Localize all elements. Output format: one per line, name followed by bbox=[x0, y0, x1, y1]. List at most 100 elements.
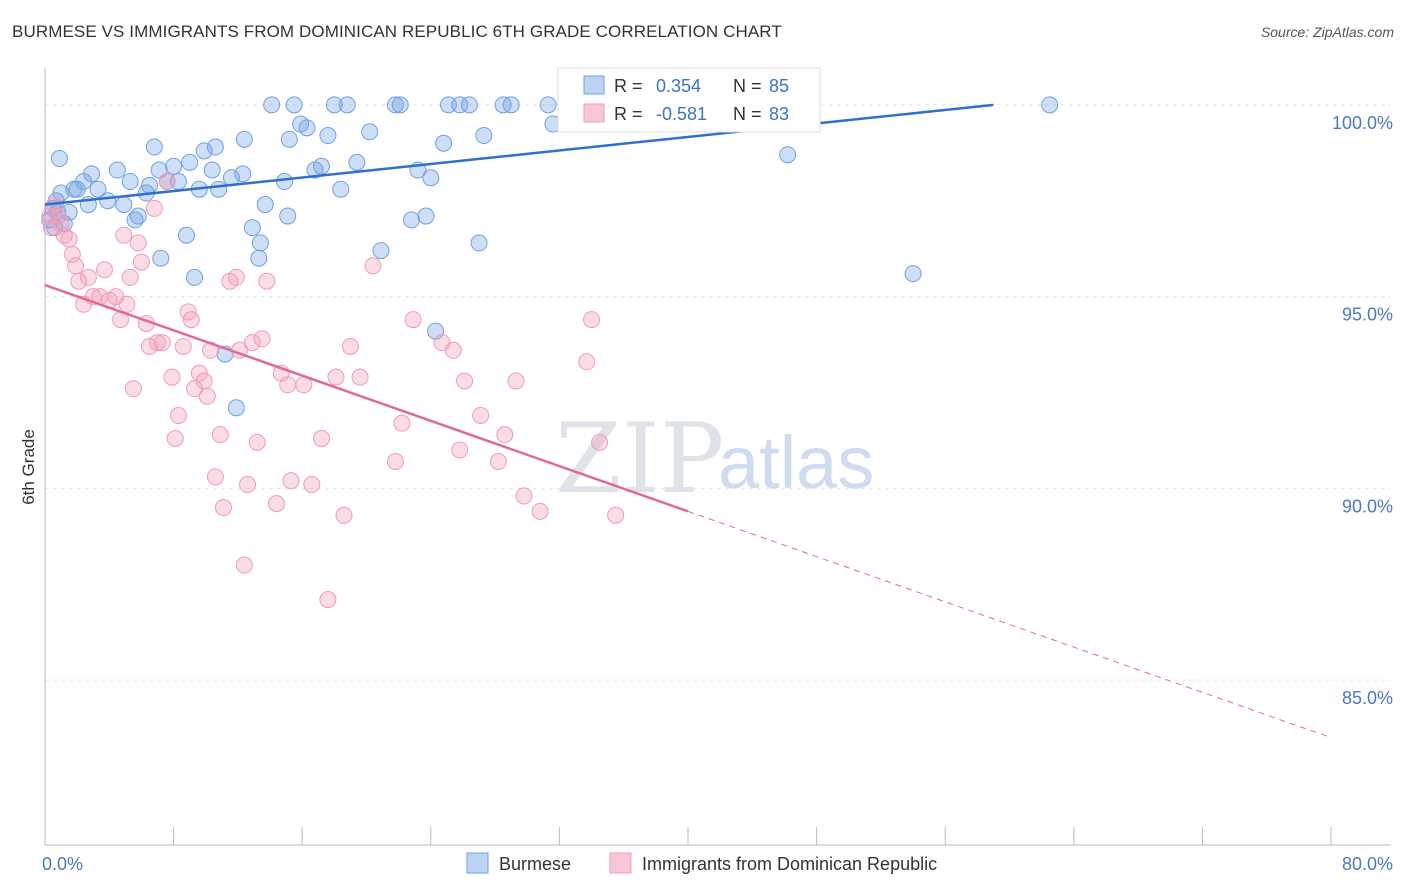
dominican-point bbox=[174, 337, 192, 355]
y-axis-label: 6th Grade bbox=[19, 429, 38, 505]
burmese-point bbox=[348, 153, 366, 171]
burmese-point bbox=[403, 211, 421, 229]
dominican-point bbox=[335, 506, 353, 524]
dominican-point bbox=[206, 468, 224, 486]
dominican-point bbox=[140, 337, 158, 355]
y-tick-label: 85.0% bbox=[1342, 688, 1393, 708]
dominican-point bbox=[507, 372, 525, 390]
dominican-point bbox=[404, 311, 422, 329]
dominican-point bbox=[121, 268, 139, 286]
dominican-point bbox=[351, 368, 369, 386]
burmese-trend-line bbox=[44, 103, 994, 206]
burmese-point bbox=[312, 157, 330, 175]
burmese-point bbox=[243, 219, 261, 237]
stats-r-value-burmese: 0.354 bbox=[656, 76, 701, 96]
burmese-point bbox=[235, 130, 253, 148]
stats-n-value-dominican: 83 bbox=[769, 104, 789, 124]
dominican-point bbox=[319, 591, 337, 609]
stats-r-label-dominican: R = bbox=[614, 104, 643, 124]
burmese-point bbox=[250, 249, 268, 267]
dominican-point bbox=[393, 414, 411, 432]
axes bbox=[44, 68, 1391, 846]
dominican-point bbox=[341, 337, 359, 355]
y-tick-label: 95.0% bbox=[1342, 305, 1393, 325]
burmese-point bbox=[227, 399, 245, 417]
dominican-point bbox=[327, 368, 345, 386]
dominican-point bbox=[158, 173, 176, 191]
dominican-point bbox=[129, 234, 147, 252]
stats-box: R = 0.354 N = 85 R = -0.581 N = 83 bbox=[557, 67, 821, 133]
burmese-point bbox=[83, 165, 101, 183]
burmese-point bbox=[177, 226, 195, 244]
dominican-point bbox=[515, 487, 533, 505]
burmese-point bbox=[779, 146, 797, 164]
stats-r-value-dominican: -0.581 bbox=[656, 104, 707, 124]
legend-label-burmese: Burmese bbox=[499, 854, 571, 874]
burmese-point bbox=[145, 138, 163, 156]
dominican-point bbox=[267, 495, 285, 513]
dominican-point bbox=[248, 433, 266, 451]
burmese-point bbox=[165, 157, 183, 175]
stats-r-label-burmese: R = bbox=[614, 76, 643, 96]
dominican-point bbox=[364, 257, 382, 275]
dominican-point bbox=[258, 272, 276, 290]
dominican-point bbox=[67, 257, 85, 275]
legend: Burmese Immigrants from Dominican Republ… bbox=[466, 852, 937, 874]
dominican-point bbox=[253, 330, 271, 348]
dominican-trend-extension bbox=[687, 510, 1332, 739]
burmese-point bbox=[108, 161, 126, 179]
dominican-point bbox=[591, 433, 609, 451]
y-tick-label: 90.0% bbox=[1342, 496, 1393, 516]
stats-swatch-burmese bbox=[583, 75, 605, 95]
dominican-point bbox=[489, 453, 507, 470]
burmese-point bbox=[470, 234, 488, 252]
dominican-point bbox=[239, 476, 257, 494]
watermark-zip: ZIP bbox=[555, 403, 724, 515]
dominican-point bbox=[243, 334, 261, 352]
dominican-point bbox=[451, 441, 469, 459]
dominican-point bbox=[124, 380, 142, 398]
legend-swatch-dominican bbox=[609, 852, 632, 874]
dominican-point bbox=[578, 353, 596, 371]
burmese-point bbox=[140, 176, 158, 194]
burmese-point bbox=[332, 180, 350, 198]
burmese-point bbox=[279, 207, 297, 225]
burmese-point bbox=[50, 150, 68, 168]
watermark: ZIP atlas bbox=[555, 403, 874, 515]
y-tick-label: 100.0% bbox=[1332, 113, 1393, 133]
burmese-point bbox=[263, 96, 281, 114]
burmese-point bbox=[319, 127, 337, 145]
burmese-point bbox=[298, 119, 316, 137]
stats-swatch-dominican bbox=[583, 103, 605, 123]
burmese-point bbox=[206, 138, 224, 156]
dominican-point bbox=[132, 253, 150, 271]
grid-lines bbox=[45, 104, 1391, 681]
dominican-point bbox=[456, 372, 474, 390]
dominican-point bbox=[195, 372, 213, 390]
burmese-point bbox=[89, 180, 107, 198]
dominican-point bbox=[444, 341, 462, 359]
stats-n-label-dominican: N = bbox=[733, 104, 762, 124]
burmese-point bbox=[256, 196, 274, 214]
burmese-point bbox=[1041, 96, 1059, 114]
dominican-point bbox=[70, 272, 88, 290]
dominican-point bbox=[386, 453, 404, 470]
dominican-point bbox=[79, 268, 97, 286]
burmese-point bbox=[115, 196, 133, 214]
dominican-trend-line bbox=[44, 283, 689, 513]
dominican-point bbox=[60, 230, 78, 248]
burmese-point bbox=[422, 169, 440, 187]
dominican-point bbox=[163, 368, 181, 386]
burmese-point bbox=[372, 242, 390, 260]
dominican-point bbox=[211, 426, 229, 444]
dominican-point bbox=[303, 476, 321, 494]
dominican-point bbox=[531, 502, 549, 520]
dominican-point bbox=[227, 268, 245, 286]
tick-labels: 100.0% 95.0% 90.0% 85.0% 0.0% 80.0% bbox=[42, 113, 1393, 874]
legend-label-dominican: Immigrants from Dominican Republic bbox=[642, 854, 937, 874]
dominican-point bbox=[235, 556, 253, 574]
burmese-point bbox=[285, 96, 303, 114]
burmese-point bbox=[99, 192, 117, 210]
dominican-point bbox=[153, 334, 171, 352]
dominican-point bbox=[312, 429, 330, 447]
